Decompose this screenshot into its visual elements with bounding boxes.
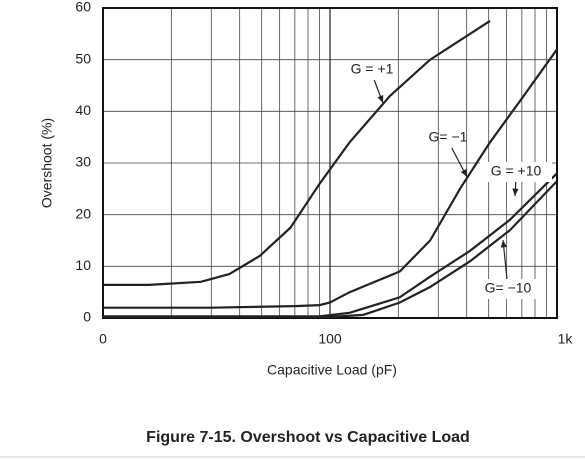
arrow-head <box>500 240 507 248</box>
arrow-head <box>512 188 519 196</box>
y-tick-label: 20 <box>75 205 91 221</box>
series-label: G= −10 <box>485 280 532 296</box>
x-tick-label: 0 <box>99 331 107 347</box>
x-tick-label: 1k <box>558 331 574 347</box>
label-bg <box>480 162 552 182</box>
y-tick-label: 60 <box>75 0 91 15</box>
x-axis-label: Capacitive Load (pF) <box>267 362 397 378</box>
series-label: G = +1 <box>351 61 394 77</box>
y-tick-label: 10 <box>75 257 91 273</box>
y-tick-label: 30 <box>75 154 91 170</box>
y-tick-label: 50 <box>75 50 91 66</box>
series-line <box>103 48 558 309</box>
caption: Figure 7-15. Overshoot vs Capacitive Loa… <box>146 429 470 446</box>
y-tick-label: 0 <box>83 309 91 325</box>
x-tick-label: 100 <box>318 331 342 347</box>
series-label: G= −1 <box>429 129 468 145</box>
arrow-head <box>460 169 467 177</box>
label-bg <box>472 279 544 299</box>
y-tick-label: 40 <box>75 102 91 118</box>
series-label: G = +10 <box>491 163 542 179</box>
arrow-head <box>377 95 384 103</box>
series-line <box>103 180 558 319</box>
series-line <box>103 19 491 286</box>
y-axis-label: Overshoot (%) <box>39 118 55 208</box>
